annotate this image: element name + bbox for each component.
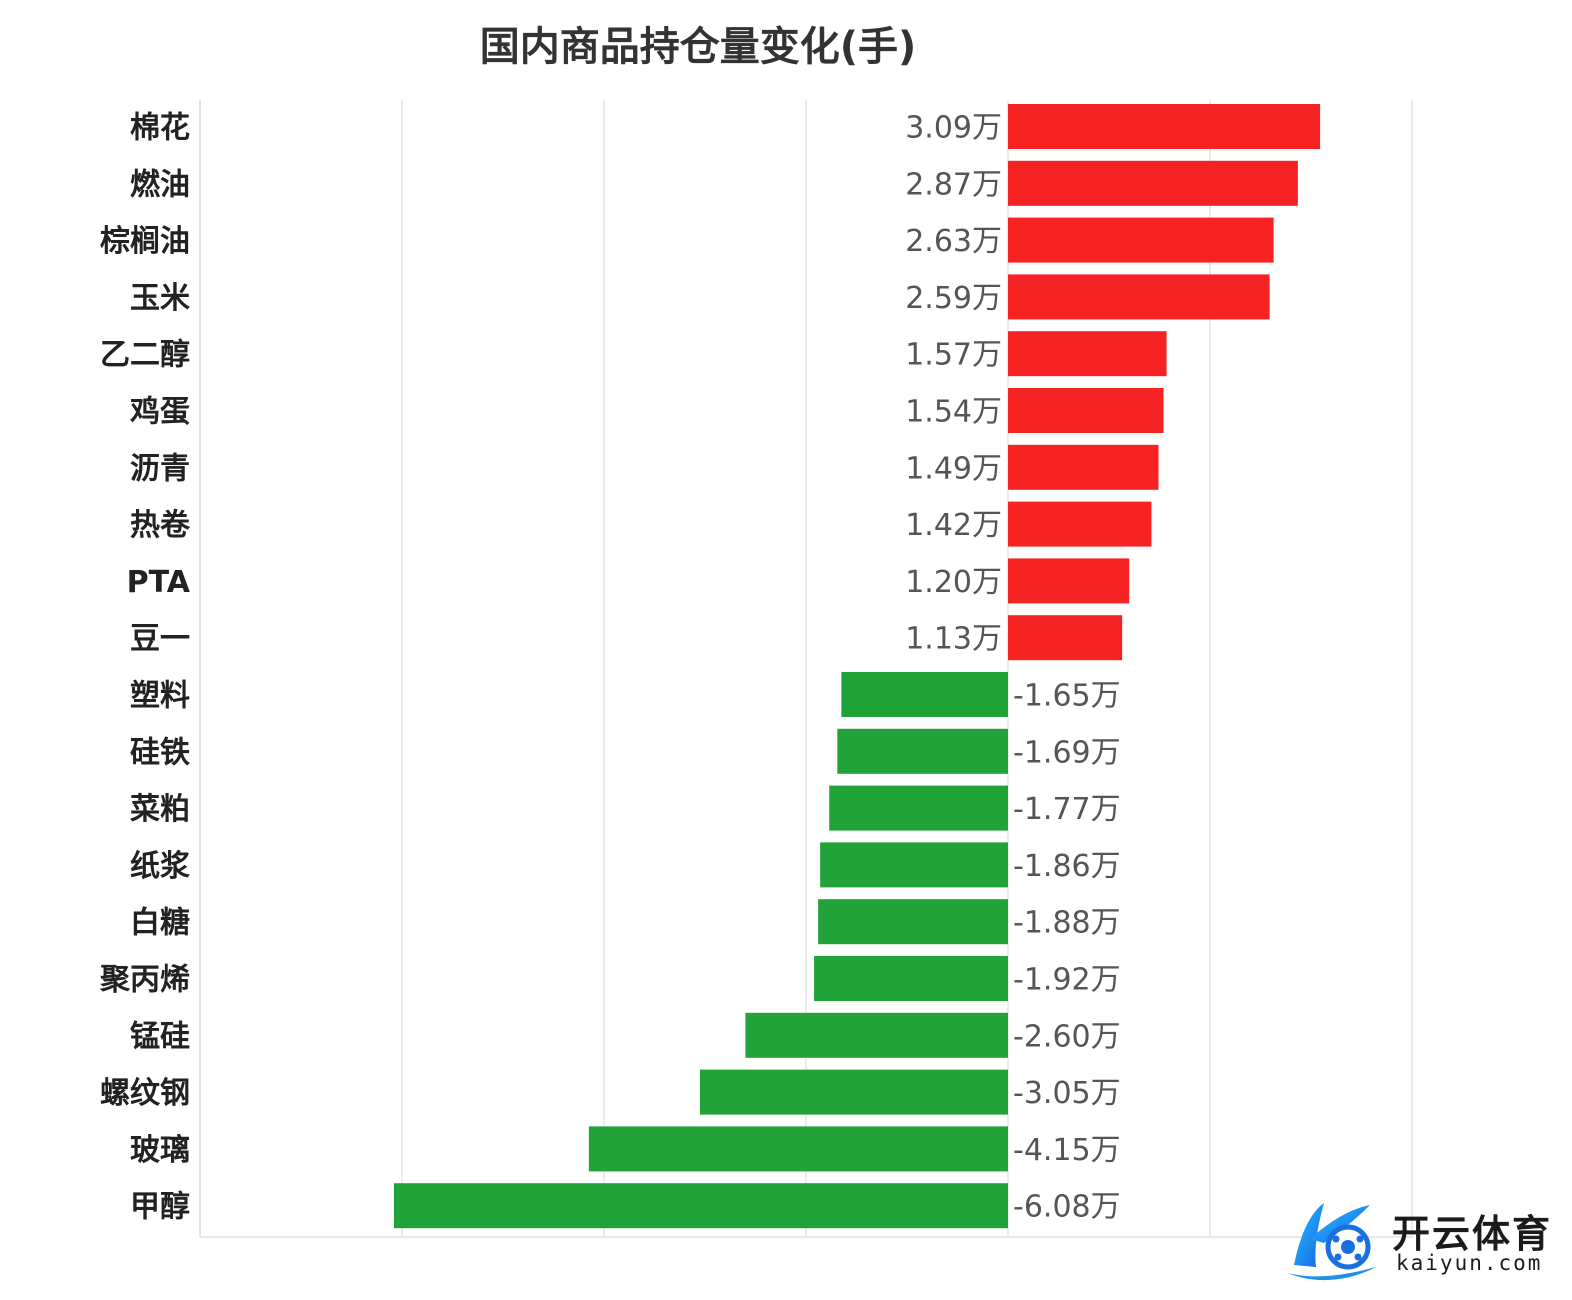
category-label-11: 硅铁 xyxy=(130,735,190,770)
watermark-url: kaiyun.com xyxy=(1396,1251,1543,1275)
value-label-12: -1.77万 xyxy=(1013,792,1121,827)
value-label-17: -3.05万 xyxy=(1013,1076,1121,1111)
category-label-18: 玻璃 xyxy=(130,1133,190,1168)
category-label-7: 热卷 xyxy=(130,508,191,543)
bar-0 xyxy=(1008,104,1321,149)
bars xyxy=(393,104,1321,1229)
category-label-6: 沥青 xyxy=(130,451,190,486)
value-label-13: -1.86万 xyxy=(1013,849,1121,884)
value-label-19: -6.08万 xyxy=(1013,1190,1121,1225)
value-label-1: 2.87万 xyxy=(905,167,1002,202)
value-label-14: -1.88万 xyxy=(1013,906,1121,941)
chart-title: 国内商品持仓量变化(手) xyxy=(480,24,917,70)
category-label-0: 棉花 xyxy=(130,111,190,146)
value-label-3: 2.59万 xyxy=(905,281,1002,316)
bar-1 xyxy=(1008,160,1298,206)
category-label-1: 燃油 xyxy=(130,167,190,202)
category-label-14: 白糖 xyxy=(130,906,190,941)
bar-7 xyxy=(1008,501,1152,547)
bar-5 xyxy=(1008,388,1164,433)
bar-18 xyxy=(588,1126,1008,1172)
category-label-3: 玉米 xyxy=(130,281,190,316)
value-label-9: 1.13万 xyxy=(905,622,1002,657)
category-label-15: 聚丙烯 xyxy=(99,963,190,998)
bar-8 xyxy=(1008,558,1130,604)
category-label-12: 菜粕 xyxy=(130,792,190,827)
value-label-7: 1.42万 xyxy=(905,508,1002,543)
value-label-16: -2.60万 xyxy=(1013,1019,1121,1054)
value-label-15: -1.92万 xyxy=(1013,963,1121,998)
bar-17 xyxy=(699,1069,1008,1115)
bar-11 xyxy=(837,728,1008,774)
value-label-10: -1.65万 xyxy=(1013,679,1121,714)
category-label-5: 鸡蛋 xyxy=(130,395,190,430)
category-label-4: 乙二醇 xyxy=(100,338,190,373)
value-label-8: 1.20万 xyxy=(905,565,1002,600)
bar-4 xyxy=(1008,331,1167,377)
value-label-18: -4.15万 xyxy=(1013,1133,1121,1168)
category-label-13: 纸浆 xyxy=(130,849,190,884)
bar-3 xyxy=(1008,274,1270,320)
value-label-2: 2.63万 xyxy=(905,224,1002,259)
watermark-name: 开云体育 xyxy=(1392,1212,1553,1256)
bar-12 xyxy=(829,785,1008,831)
bar-10 xyxy=(841,672,1008,717)
category-label-10: 塑料 xyxy=(130,679,190,714)
value-label-6: 1.49万 xyxy=(905,451,1002,486)
bar-14 xyxy=(818,899,1008,945)
category-label-8: PTA xyxy=(127,565,191,600)
kaiyun-logo: 开云体育 kaiyun.com xyxy=(1280,1195,1560,1285)
value-label-11: -1.69万 xyxy=(1013,735,1121,770)
bar-9 xyxy=(1008,615,1123,661)
value-label-4: 1.57万 xyxy=(905,338,1002,373)
bar-19 xyxy=(393,1183,1008,1229)
category-label-19: 甲醇 xyxy=(130,1190,190,1225)
kaiyun-logo-mark-icon xyxy=(1288,1203,1376,1281)
bar-13 xyxy=(820,842,1008,888)
gridlines xyxy=(199,100,1413,1238)
bar-15 xyxy=(814,956,1008,1001)
value-label-0: 3.09万 xyxy=(905,111,1002,146)
value-label-5: 1.54万 xyxy=(905,395,1002,430)
bar-6 xyxy=(1008,444,1159,490)
category-label-2: 棕榈油 xyxy=(100,224,190,259)
category-label-16: 锰硅 xyxy=(130,1019,190,1054)
bar-16 xyxy=(745,1012,1008,1058)
category-label-17: 螺纹钢 xyxy=(100,1076,190,1111)
bar-2 xyxy=(1008,217,1274,263)
category-label-9: 豆一 xyxy=(130,622,190,657)
